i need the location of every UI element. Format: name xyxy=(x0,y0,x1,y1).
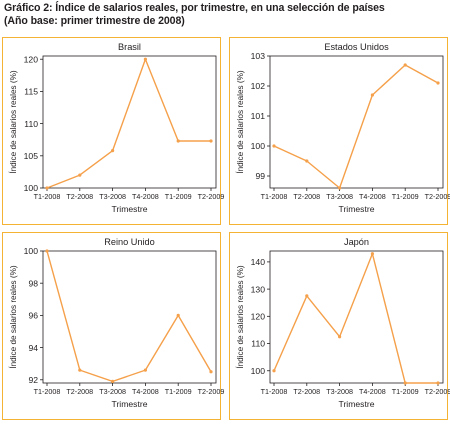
data-point xyxy=(272,369,276,373)
y-tick-label: 94 xyxy=(28,343,38,353)
x-tick-label: T1-2009 xyxy=(165,387,192,396)
x-axis-label: Trimestre xyxy=(112,204,148,214)
plot-frame xyxy=(42,250,217,384)
y-tick-label: 110 xyxy=(24,119,38,129)
y-tick-label: 101 xyxy=(251,111,266,121)
series-line xyxy=(273,64,439,189)
y-tick-label: 98 xyxy=(28,278,38,288)
chart-title: Japón xyxy=(344,237,369,247)
figure-title-line1: Gráfico 2: Índice de salarios reales, po… xyxy=(4,2,385,14)
figure-title-line2: (Año base: primer trimestre de 2008) xyxy=(4,15,185,27)
y-tick-label: 110 xyxy=(251,339,265,349)
chart-panel-japon: Japón 100 110 120 130 140 T1-2008 T2-2008 T3-200… xyxy=(229,232,450,420)
x-tick-label: T4-2008 xyxy=(359,387,386,396)
y-tick-label: 92 xyxy=(28,375,38,385)
data-point xyxy=(176,139,180,143)
data-point xyxy=(209,139,213,143)
x-tick-label: T2-2008 xyxy=(293,387,320,396)
data-point xyxy=(305,294,309,298)
series-line xyxy=(46,250,212,383)
chart-title: Estados Unidos xyxy=(324,42,389,52)
series-line xyxy=(46,58,211,189)
y-axis-label: Índice de salarios reales (%) xyxy=(235,265,245,369)
x-tick-label: T1-2008 xyxy=(34,192,61,201)
y-tick-label: 130 xyxy=(251,284,266,294)
x-tick-label: T3-2008 xyxy=(99,192,126,201)
x-tick-label: T3-2008 xyxy=(326,387,353,396)
x-tick-label: T4-2008 xyxy=(132,192,159,201)
data-point xyxy=(436,81,440,85)
y-tick-label: 140 xyxy=(251,257,266,267)
chart-panel-reino-unido: Reino Unido 92 94 96 98 100 T1-2008 T2-2008 T3-2… xyxy=(2,232,224,420)
data-point xyxy=(403,381,407,385)
chart-svg-reino-unido: Reino Unido 92 94 96 98 100 T1-2008 T2-2008 T3-2… xyxy=(8,237,224,409)
data-point xyxy=(45,186,49,190)
plot-frame xyxy=(269,55,444,189)
x-tick-label: T2-2008 xyxy=(293,192,320,201)
x-tick-label: T2-2008 xyxy=(66,192,93,201)
x-axis-label: Trimestre xyxy=(339,204,375,214)
y-tick-label: 99 xyxy=(255,171,265,181)
data-point xyxy=(370,252,374,256)
data-point xyxy=(111,149,115,153)
x-tick-label: T1-2009 xyxy=(165,192,192,201)
y-axis-label: Índice de salarios reales (%) xyxy=(8,70,18,174)
data-point xyxy=(436,381,440,385)
y-tick-label: 100 xyxy=(24,246,39,256)
data-point xyxy=(78,368,82,372)
chart-svg-brasil: Brasil 100 105 110 115 120 T1-2008 T2-2008 T3-20… xyxy=(8,42,224,214)
x-tick-label: T1-2008 xyxy=(261,387,288,396)
x-tick-label: T3-2008 xyxy=(326,192,353,201)
y-tick-label: 102 xyxy=(251,81,266,91)
y-tick-label: 103 xyxy=(251,51,266,61)
x-tick-label: T1-2008 xyxy=(261,192,288,201)
y-tick-label: 100 xyxy=(24,183,39,193)
data-point xyxy=(78,173,82,177)
y-axis-label: Índice de salarios reales (%) xyxy=(235,70,245,174)
y-axis-label: Índice de salarios reales (%) xyxy=(8,265,18,369)
y-tick-label: 96 xyxy=(28,311,38,321)
data-point xyxy=(370,93,374,97)
x-tick-label: T2-2008 xyxy=(66,387,93,396)
chart-panel-brasil: Brasil 100 105 110 115 120 T1-2008 T2-2008 T3-20… xyxy=(2,37,224,225)
data-point xyxy=(45,249,49,253)
x-tick-label: T2-2009 xyxy=(198,387,225,396)
data-point xyxy=(272,144,276,148)
series-line xyxy=(273,253,438,384)
x-tick-label: T2-2009 xyxy=(425,192,450,201)
x-axis-label: Trimestre xyxy=(339,399,375,409)
x-tick-label: T3-2008 xyxy=(99,387,126,396)
chart-panel-estados-unidos: Estados Unidos 99 100 101 102 103 T1-2008 T2-20… xyxy=(229,37,450,225)
data-point xyxy=(403,63,407,67)
x-axis-label: Trimestre xyxy=(112,399,148,409)
plot-frame xyxy=(269,250,444,384)
data-point xyxy=(143,368,147,372)
data-point xyxy=(176,313,180,317)
x-tick-label: T1-2009 xyxy=(392,192,419,201)
chart-svg-japon: Japón 100 110 120 130 140 T1-2008 T2-2008 T3-200… xyxy=(235,237,450,409)
chart-svg-estados-unidos: Estados Unidos 99 100 101 102 103 T1-2008 T2-20… xyxy=(235,42,450,214)
data-point xyxy=(338,335,342,339)
x-tick-label: T2-2009 xyxy=(425,387,450,396)
y-tick-label: 115 xyxy=(24,87,38,97)
chart-title: Reino Unido xyxy=(104,237,155,247)
x-tick-label: T1-2008 xyxy=(34,387,61,396)
x-tick-label: T4-2008 xyxy=(132,387,159,396)
y-tick-label: 120 xyxy=(251,312,266,322)
data-point xyxy=(143,57,147,61)
data-point xyxy=(111,379,115,383)
y-tick-label: 105 xyxy=(24,151,39,161)
x-tick-label: T1-2009 xyxy=(392,387,419,396)
x-tick-label: T4-2008 xyxy=(359,192,386,201)
y-tick-label: 100 xyxy=(251,366,266,376)
figure-title: Gráfico 2: Índice de salarios reales, po… xyxy=(4,2,446,28)
y-tick-label: 100 xyxy=(251,141,266,151)
data-point xyxy=(338,186,342,190)
y-tick-label: 120 xyxy=(24,54,39,64)
chart-title: Brasil xyxy=(118,42,141,52)
data-point xyxy=(305,159,309,163)
plot-frame xyxy=(42,55,217,189)
x-tick-label: T2-2009 xyxy=(198,192,225,201)
data-point xyxy=(209,370,213,374)
